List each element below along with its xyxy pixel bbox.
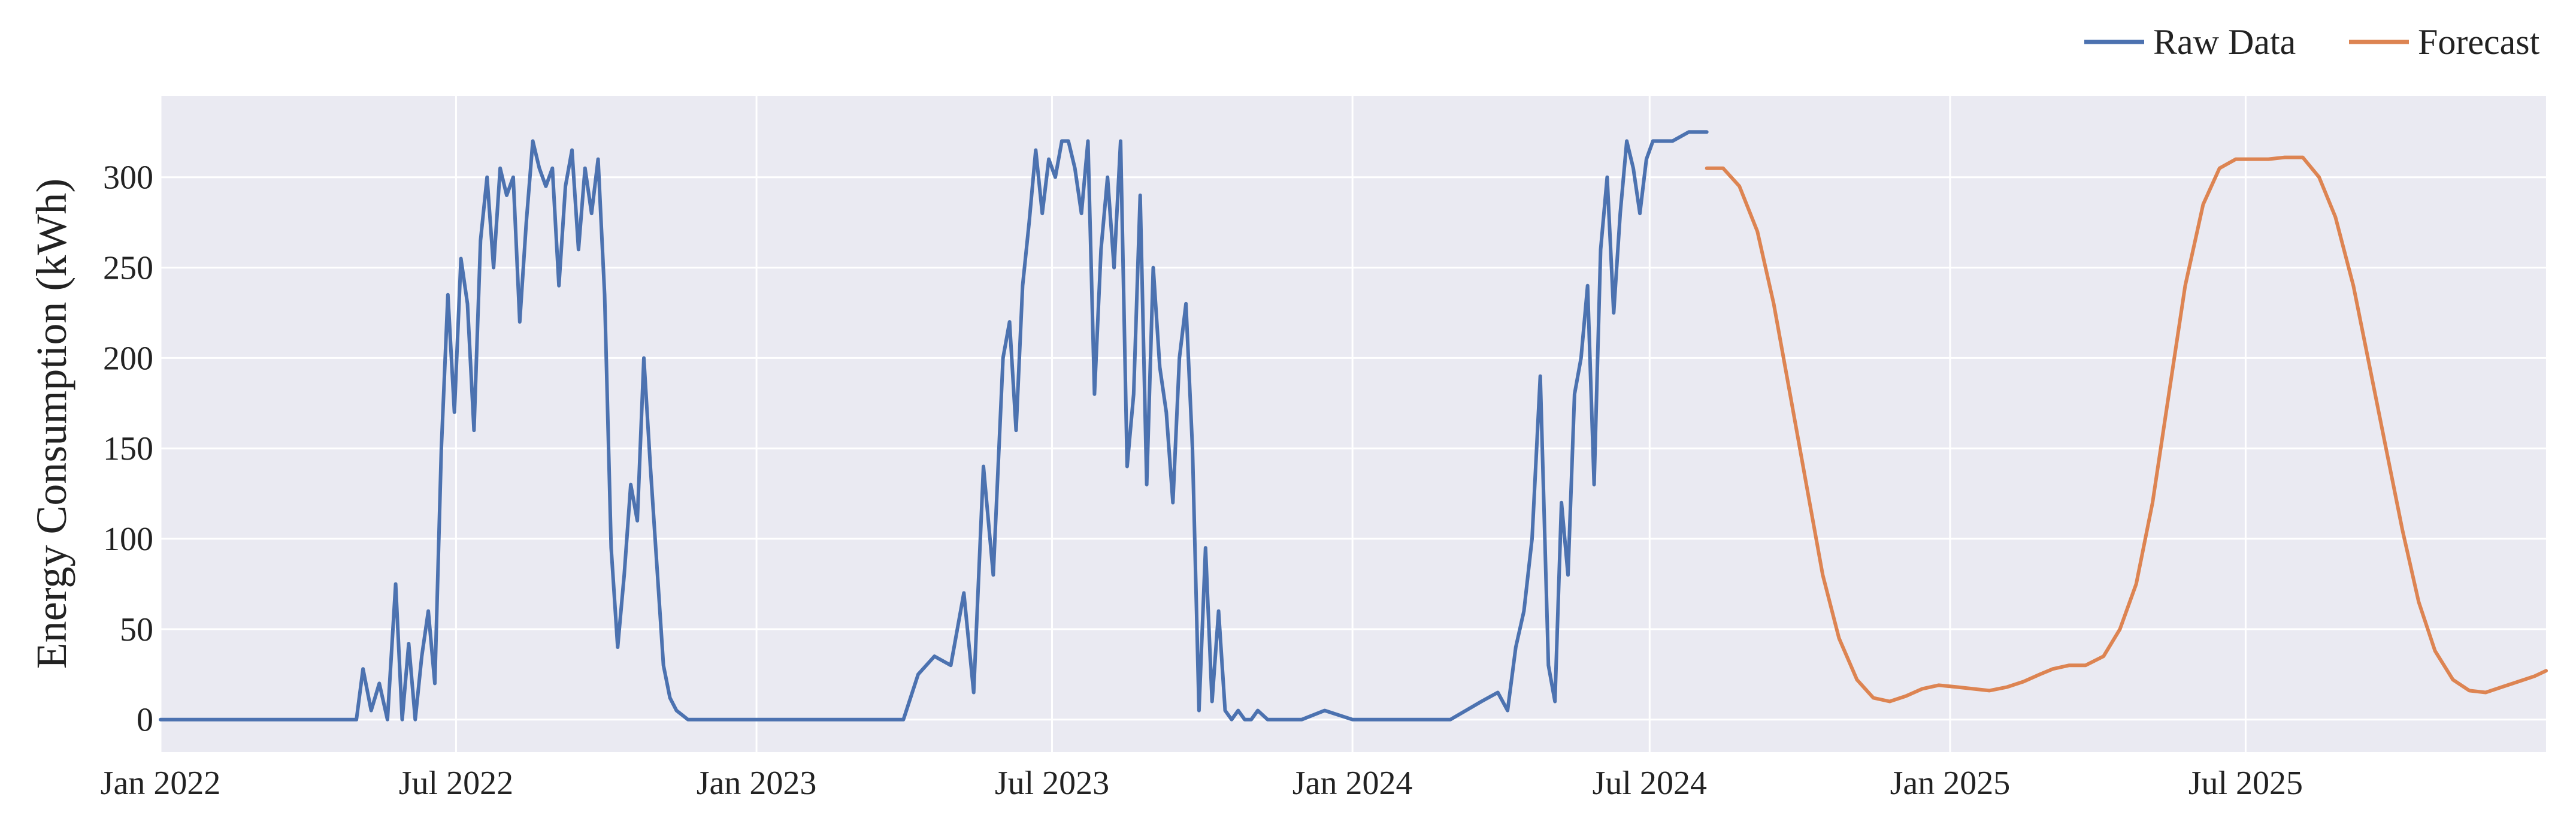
x-axis-ticks: Jan 2022 Jul 2022 Jan 2023 Jul 2023 Jan 2024… <box>101 765 2303 802</box>
x-tick-label: Jan 2024 <box>1292 765 1413 802</box>
y-tick-label: 0 <box>137 702 153 739</box>
x-tick-label: Jan 2025 <box>1890 765 2011 802</box>
x-tick-label: Jul 2023 <box>995 765 1109 802</box>
series-layer <box>159 130 2548 722</box>
y-tick-label: 250 <box>103 250 153 287</box>
x-tick-label: Jan 2023 <box>697 765 817 802</box>
y-tick-label: 200 <box>103 340 153 377</box>
y-tick-label: 150 <box>103 430 153 467</box>
x-tick-label: Jul 2025 <box>2188 765 2303 802</box>
legend-label-raw-data: Raw Data <box>2153 22 2296 62</box>
series-line-raw-data <box>159 130 1709 722</box>
legend-label-forecast: Forecast <box>2418 22 2540 62</box>
series-line-forecast <box>1705 155 2548 704</box>
y-tick-label: 300 <box>103 159 153 197</box>
grid-layer <box>159 96 2546 752</box>
x-tick-label: Jan 2022 <box>101 765 221 802</box>
x-tick-label: Jul 2022 <box>399 765 513 802</box>
y-tick-label: 100 <box>103 521 153 558</box>
y-axis-title: Energy Consumption (kWh) <box>28 179 75 669</box>
x-tick-label: Jul 2024 <box>1593 765 1707 802</box>
y-tick-label: 50 <box>120 611 153 648</box>
legend: Raw Data Forecast <box>2084 22 2540 62</box>
y-axis-ticks: 0 50 100 150 200 250 300 <box>103 159 153 739</box>
